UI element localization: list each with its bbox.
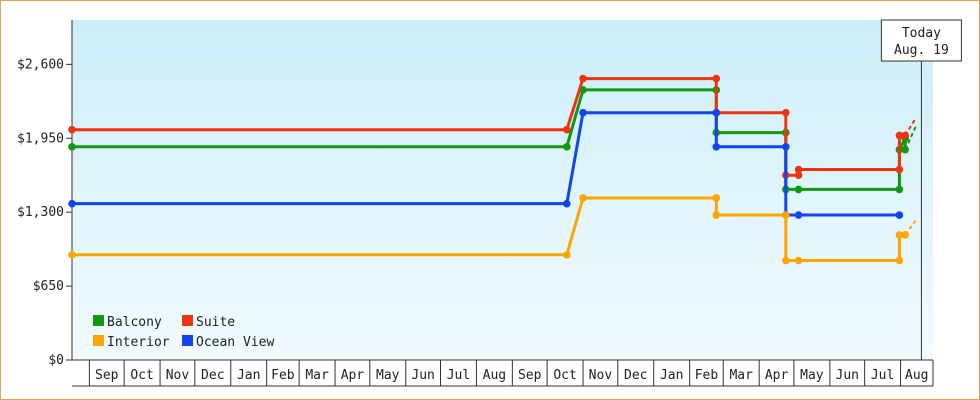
x-tick-label: Oct (553, 368, 576, 383)
legend: Balcony Suite Interior Ocean View (93, 315, 274, 350)
data-point (782, 256, 790, 265)
data-point (901, 231, 909, 239)
x-tick-label: Sep (518, 368, 542, 383)
data-point (563, 142, 571, 151)
x-tick-label: Jun (411, 368, 434, 383)
today-label: Today (902, 26, 941, 41)
data-point (794, 185, 803, 194)
data-point (895, 185, 904, 194)
data-point (895, 256, 904, 265)
x-tick-label: Mar (729, 368, 753, 383)
data-point (895, 231, 904, 239)
x-tick-label: Feb (271, 368, 295, 383)
x-tick-label: Dec (624, 368, 647, 383)
data-point (895, 131, 904, 140)
legend-swatch (182, 335, 193, 346)
data-point (712, 211, 721, 219)
x-tick-label: Jul (447, 368, 470, 383)
data-point (794, 256, 803, 265)
x-tick-label: Feb (695, 368, 719, 383)
data-point (794, 165, 803, 174)
legend-label: Ocean View (196, 335, 274, 350)
legend-swatch (182, 315, 193, 326)
data-point (579, 108, 587, 117)
data-point (712, 108, 721, 117)
x-tick-label: May (376, 368, 400, 383)
x-tick-label: Oct (130, 368, 153, 383)
data-point (895, 165, 904, 174)
data-point (712, 142, 721, 151)
data-point (901, 145, 909, 154)
x-tick-label: Apr (341, 368, 365, 383)
today-date: Aug. 19 (894, 43, 949, 58)
data-point (68, 199, 76, 208)
legend-label: Interior (107, 335, 170, 350)
y-tick-label: $1,300 (17, 205, 64, 220)
data-point (782, 211, 790, 219)
series-layer (68, 74, 917, 265)
data-point (782, 142, 790, 151)
data-point (794, 171, 803, 180)
x-tick-label: Jun (836, 368, 859, 383)
data-point (794, 211, 803, 219)
x-tick-label: Aug (905, 368, 928, 383)
legend-label: Suite (196, 315, 235, 330)
data-point (712, 194, 721, 202)
data-point (901, 131, 909, 140)
data-point (712, 74, 721, 83)
x-tick-label: Jan (237, 368, 260, 383)
y-tick-label: $0 (48, 353, 64, 368)
x-tick-label: Mar (305, 368, 329, 383)
y-tick-label: $2,600 (17, 57, 64, 72)
legend-swatch (93, 335, 104, 346)
today-marker: Today Aug. 19 (880, 19, 962, 360)
y-axis: $0 $650 $1,300 $1,950 $2,600 (17, 20, 73, 368)
data-point (68, 142, 76, 151)
data-point (68, 251, 76, 259)
x-tick-label: May (800, 368, 824, 383)
x-tick-label: Jan (660, 368, 683, 383)
data-point (579, 74, 587, 83)
x-tick-label: Nov (589, 368, 613, 383)
x-tick-label: Aug (483, 368, 506, 383)
x-tick-label: Dec (201, 368, 224, 383)
legend-swatch (93, 315, 104, 326)
x-tick-label: Jul (871, 368, 894, 383)
data-point (68, 125, 76, 134)
x-tick-label: Sep (95, 368, 119, 383)
data-point (563, 199, 571, 208)
x-axis: Sep Oct Nov Dec Jan Feb Mar Apr May Jun Jul Aug Sep O… (72, 359, 934, 387)
data-point (782, 108, 790, 117)
data-point (563, 125, 571, 134)
y-tick-label: $650 (33, 279, 64, 294)
x-tick-label: Apr (765, 368, 789, 383)
y-tick-label: $1,950 (17, 131, 64, 146)
data-point (579, 194, 587, 202)
data-point (563, 251, 571, 259)
today-box (880, 19, 962, 62)
x-tick-label: Nov (166, 368, 190, 383)
legend-label: Balcony (107, 315, 162, 330)
data-point (895, 211, 904, 219)
